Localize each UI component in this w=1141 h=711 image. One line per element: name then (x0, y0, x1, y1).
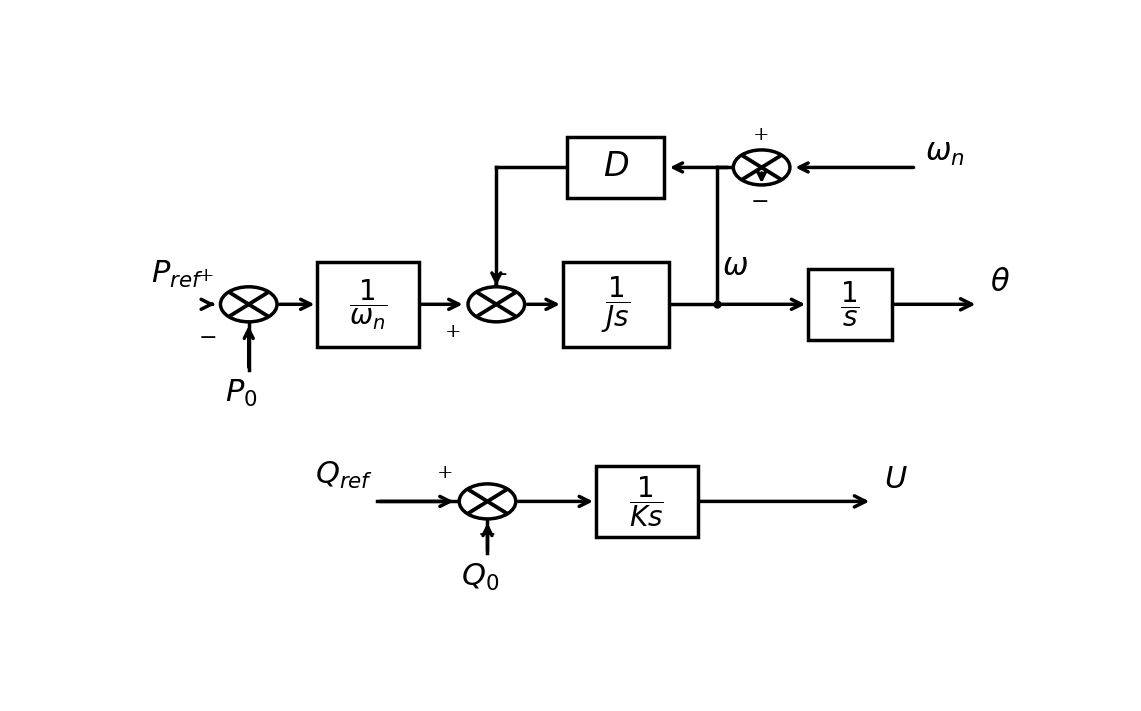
Text: $-$: $-$ (750, 189, 768, 211)
Circle shape (734, 150, 790, 185)
Text: $Q_0$: $Q_0$ (461, 562, 500, 593)
Bar (808, 269, 892, 340)
Text: $\omega_n$: $\omega_n$ (925, 137, 965, 168)
Circle shape (459, 484, 516, 519)
Text: $-$: $-$ (489, 262, 508, 284)
Text: $U$: $U$ (883, 464, 907, 495)
Text: $P_0$: $P_0$ (226, 378, 258, 410)
Bar (317, 262, 419, 347)
Text: $-$: $-$ (197, 324, 216, 346)
Bar (567, 137, 664, 198)
Text: $\dfrac{1}{Js}$: $\dfrac{1}{Js}$ (601, 274, 630, 335)
Text: $\theta$: $\theta$ (989, 267, 1010, 298)
Text: +: + (197, 267, 215, 284)
Circle shape (220, 287, 277, 322)
Bar (563, 262, 669, 347)
Text: $\dfrac{1}{s}$: $\dfrac{1}{s}$ (840, 279, 860, 329)
Text: +: + (753, 127, 770, 144)
Text: $\dfrac{1}{\omega_n}$: $\dfrac{1}{\omega_n}$ (349, 277, 387, 331)
Text: $D$: $D$ (602, 151, 629, 183)
Text: +: + (445, 324, 462, 341)
Text: $\omega$: $\omega$ (722, 252, 748, 282)
Text: $P_{ref}$: $P_{ref}$ (152, 259, 204, 290)
Text: $Q_{ref}$: $Q_{ref}$ (315, 459, 373, 491)
Text: $\dfrac{1}{Ks}$: $\dfrac{1}{Ks}$ (630, 474, 664, 529)
Text: $-$: $-$ (477, 522, 495, 544)
Bar (596, 466, 697, 537)
Text: +: + (437, 464, 453, 481)
Circle shape (468, 287, 525, 322)
